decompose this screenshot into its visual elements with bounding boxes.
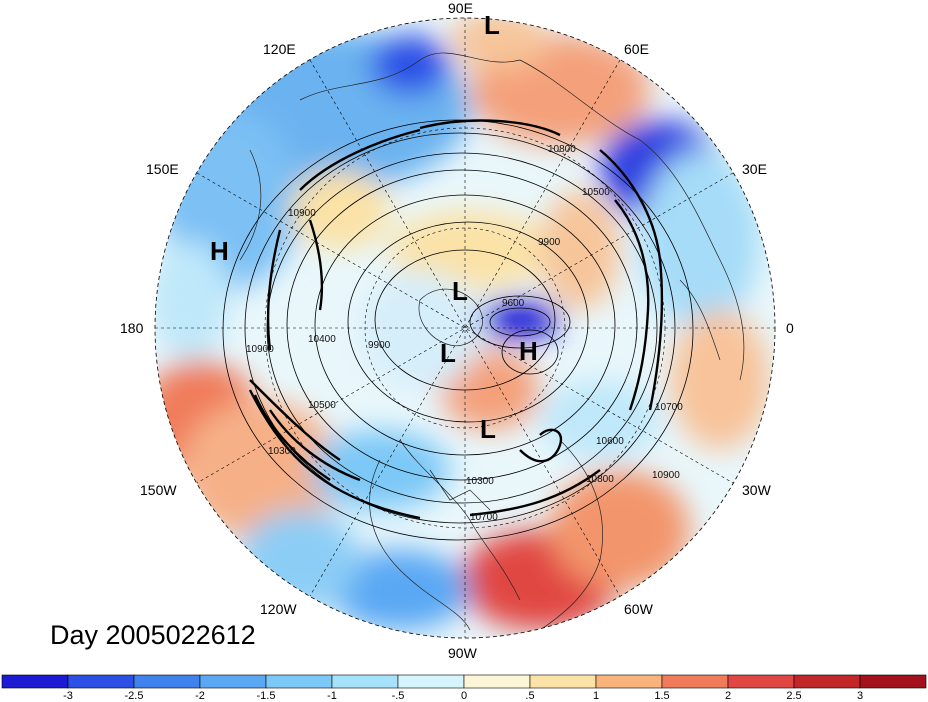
lon-label: 30E (742, 161, 767, 177)
colorbar-tick-label: 0 (461, 690, 467, 702)
colorbar-tick-label: -1 (327, 690, 337, 702)
colorbar-swatch (595, 674, 663, 689)
contour-label: 9600 (502, 298, 525, 309)
lon-label: 150E (146, 161, 179, 177)
jet-contours (248, 119, 664, 520)
contour-label: 10700 (470, 512, 498, 523)
low-pressure-marker: L (480, 414, 496, 444)
contour-label: 10900 (652, 470, 680, 481)
colorbar-tick-label: 1 (593, 690, 599, 702)
graticule (155, 18, 775, 638)
contour-label: 10300 (268, 446, 296, 457)
colorbar-swatch (397, 674, 465, 689)
colorbar-swatch (265, 674, 333, 689)
contour-label: 9900 (538, 237, 561, 248)
lon-label: 0 (786, 320, 794, 336)
lon-label: 150W (140, 482, 177, 498)
contour-value-labels: 10800 10500 9900 9600 10900 10900 10400 … (246, 144, 683, 523)
colorbar-swatch (463, 674, 531, 689)
contour-label: 10500 (308, 400, 336, 411)
contour-label: 10700 (655, 402, 683, 413)
contour-label: 10400 (308, 334, 336, 345)
low-pressure-marker: L (440, 338, 456, 368)
low-pressure-marker: L (484, 10, 500, 40)
contour-label: 9900 (368, 340, 391, 351)
colorbar-swatch (661, 674, 729, 689)
colorbar-swatch (331, 674, 399, 689)
colorbar-swatch (859, 674, 927, 689)
lon-label: 60E (624, 41, 649, 57)
date-caption: Day 2005022612 (50, 620, 256, 650)
lon-label: 120E (263, 41, 296, 57)
colorbar: -3 -2.5 -2 -1.5 -1 -.5 0 .5 1 1.5 2 2.5 3 (1, 674, 927, 702)
map-boundary (154, 17, 776, 639)
lon-label: 90W (448, 645, 478, 661)
colorbar-swatch (67, 674, 135, 689)
colorbar-tick-label: -2.5 (125, 690, 144, 702)
contour-label: 10900 (246, 344, 274, 355)
lon-label: 180 (120, 320, 144, 336)
lon-label: 60W (624, 601, 654, 617)
colorbar-swatch (133, 674, 201, 689)
longitude-labels: 90E 60E 30E 0 30W 60W 90W 120W 150W 180 … (120, 0, 794, 661)
colorbar-tick-label: 2.5 (786, 690, 801, 702)
high-pressure-marker: H (519, 336, 538, 366)
colorbar-tick-label: 3 (857, 690, 863, 702)
colorbar-swatch (529, 674, 597, 689)
contour-label: 10300 (466, 476, 494, 487)
colorbar-tick-label: -2 (195, 690, 205, 702)
lon-label: 120W (260, 601, 297, 617)
lon-label: 90E (448, 0, 473, 16)
coastlines (239, 52, 745, 631)
colorbar-tick-label: -.5 (392, 690, 405, 702)
contour-label: 10900 (288, 208, 316, 219)
colorbar-tick-label: .5 (525, 690, 534, 702)
low-pressure-marker: L (452, 276, 468, 306)
lon-label: 30W (742, 482, 772, 498)
colorbar-swatch (793, 674, 861, 689)
colorbar-tick-label: 1.5 (654, 690, 669, 702)
colorbar-swatch (727, 674, 795, 689)
colorbar-tick-label: -3 (63, 690, 73, 702)
colorbar-swatch (199, 674, 267, 689)
colorbar-tick-label: -1.5 (257, 690, 276, 702)
contour-label: 10800 (586, 474, 614, 485)
high-pressure-marker: H (210, 236, 229, 266)
contour-label: 10600 (596, 436, 624, 447)
pressure-systems: L H L L H L (210, 10, 538, 444)
height-contours (222, 119, 694, 541)
contour-label: 10500 (582, 187, 610, 198)
contour-label: 10800 (548, 144, 576, 155)
colorbar-tick-label: 2 (725, 690, 731, 702)
colorbar-swatch (1, 674, 69, 689)
